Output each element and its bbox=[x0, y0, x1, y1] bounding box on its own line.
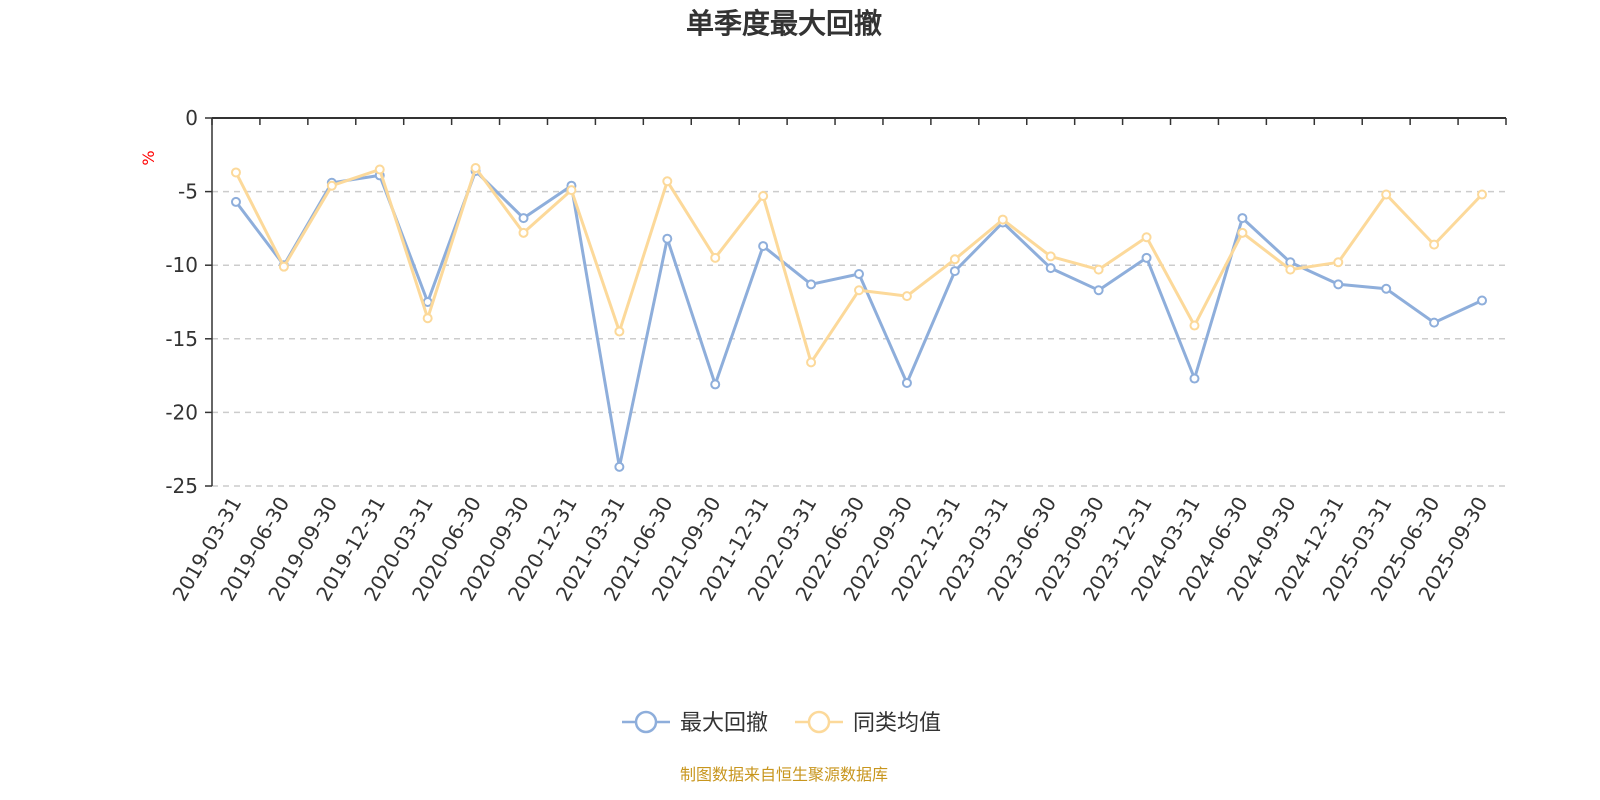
data-point[interactable] bbox=[1237, 227, 1248, 238]
data-point[interactable] bbox=[1381, 189, 1392, 200]
data-point[interactable] bbox=[949, 266, 960, 277]
data-point[interactable] bbox=[518, 227, 529, 238]
legend-label: 同类均值 bbox=[853, 711, 941, 736]
data-point[interactable] bbox=[854, 269, 864, 280]
data-point[interactable] bbox=[1429, 317, 1440, 328]
data-point[interactable] bbox=[710, 252, 721, 263]
data-point[interactable] bbox=[806, 357, 817, 368]
data-point[interactable] bbox=[1141, 252, 1152, 263]
data-point[interactable] bbox=[854, 285, 864, 296]
data-point[interactable] bbox=[614, 461, 625, 472]
data-point[interactable] bbox=[326, 180, 337, 191]
y-tick-label: -15 bbox=[165, 327, 198, 351]
data-point[interactable] bbox=[901, 291, 912, 302]
data-point[interactable] bbox=[1429, 239, 1440, 250]
legend-marker bbox=[807, 710, 831, 734]
chart-title: 单季度最大回撤 bbox=[686, 7, 882, 40]
data-point[interactable] bbox=[901, 377, 912, 388]
data-point[interactable] bbox=[1093, 285, 1104, 296]
data-point[interactable] bbox=[662, 233, 673, 244]
data-point[interactable] bbox=[662, 176, 673, 187]
data-point[interactable] bbox=[230, 196, 241, 207]
data-point[interactable] bbox=[1285, 264, 1296, 275]
data-source-note: 制图数据来自恒生聚源数据库 bbox=[680, 765, 888, 784]
axes: 0-5-10-15-20-252019-03-312019-06-302019-… bbox=[165, 106, 1507, 605]
data-point[interactable] bbox=[949, 254, 960, 265]
grid-lines bbox=[212, 190, 1506, 487]
data-point[interactable] bbox=[758, 241, 769, 252]
data-point[interactable] bbox=[1189, 373, 1200, 384]
data-point[interactable] bbox=[758, 191, 769, 202]
data-point[interactable] bbox=[1477, 189, 1488, 200]
data-point[interactable] bbox=[1381, 283, 1392, 294]
data-point[interactable] bbox=[1333, 279, 1344, 290]
data-point[interactable] bbox=[278, 261, 289, 272]
legend-label: 最大回撤 bbox=[680, 711, 768, 736]
data-point[interactable] bbox=[422, 313, 433, 324]
y-tick-label: -20 bbox=[165, 400, 198, 424]
data-point[interactable] bbox=[566, 185, 577, 196]
data-point[interactable] bbox=[518, 213, 529, 224]
y-tick-label: -25 bbox=[165, 474, 198, 498]
data-point[interactable] bbox=[1141, 232, 1152, 243]
data-point[interactable] bbox=[1189, 320, 1200, 331]
data-point[interactable] bbox=[806, 279, 817, 290]
data-point[interactable] bbox=[1093, 264, 1104, 275]
data-point[interactable] bbox=[1477, 295, 1488, 306]
y-tick-label: -10 bbox=[165, 253, 198, 277]
data-point[interactable] bbox=[614, 326, 625, 337]
y-axis-unit: % bbox=[139, 150, 158, 165]
series-lines bbox=[230, 163, 1488, 472]
y-tick-label: -5 bbox=[178, 180, 198, 204]
data-point[interactable] bbox=[1237, 213, 1248, 224]
data-point[interactable] bbox=[1045, 251, 1056, 262]
legend-marker bbox=[634, 710, 658, 734]
data-point[interactable] bbox=[230, 167, 241, 178]
y-tick-label: 0 bbox=[185, 106, 198, 130]
data-point[interactable] bbox=[470, 163, 481, 174]
legend-item-1[interactable]: 最大回撤 bbox=[622, 710, 768, 736]
data-point[interactable] bbox=[1045, 263, 1056, 274]
legend[interactable]: 最大回撤 同类均值 bbox=[622, 710, 941, 736]
data-point[interactable] bbox=[997, 214, 1008, 225]
data-point[interactable] bbox=[374, 164, 385, 175]
data-point[interactable] bbox=[1333, 257, 1344, 268]
data-point[interactable] bbox=[710, 379, 721, 390]
legend-item-2[interactable]: 同类均值 bbox=[795, 710, 941, 736]
